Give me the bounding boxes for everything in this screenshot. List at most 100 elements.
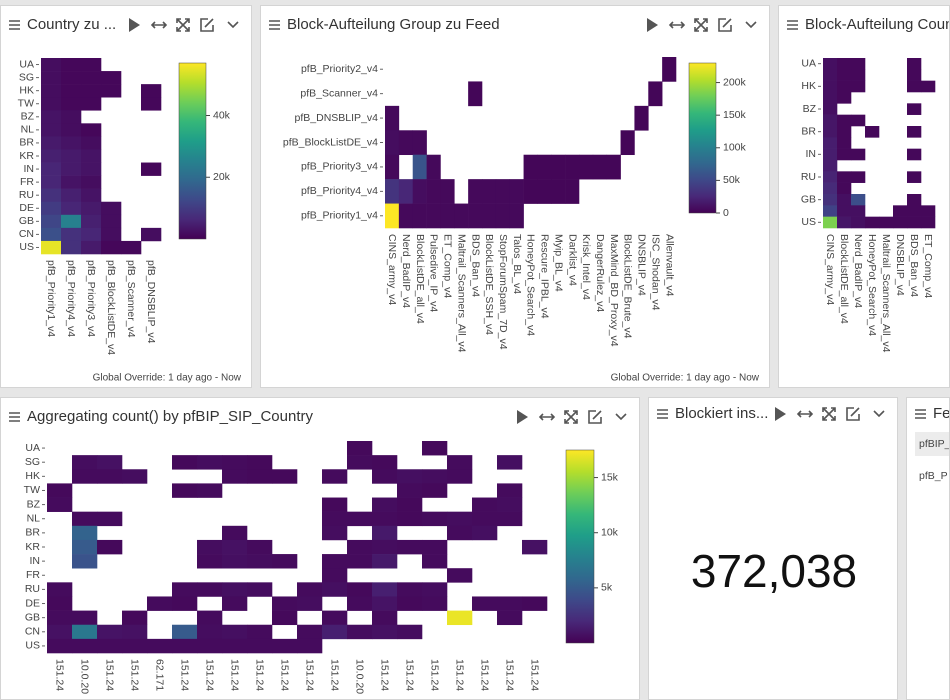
y-tick-label: RU xyxy=(801,171,816,183)
heatmap-cell xyxy=(122,469,148,484)
heatmap-cell xyxy=(47,624,73,640)
heatmap-cell xyxy=(662,57,677,82)
heatmap-cell xyxy=(385,179,400,204)
expand-button[interactable] xyxy=(822,407,836,421)
x-tick-label: HoneyPot_Search_v4 xyxy=(525,234,537,336)
heatmap-cell xyxy=(837,80,852,93)
y-tick-label: KR xyxy=(19,150,34,162)
heatmap-cell xyxy=(497,596,523,611)
chart-title: Aggregating count() by pfBIP_SIP_Country xyxy=(27,408,313,425)
heatmap-cell xyxy=(322,511,348,527)
colorbar-tick-label: 40k xyxy=(213,109,231,121)
heatmap-cell xyxy=(47,596,73,611)
heatmap-cell xyxy=(482,179,497,204)
menu-chevron[interactable] xyxy=(873,410,885,418)
heatmap-cell xyxy=(468,203,483,229)
play-button[interactable] xyxy=(647,18,658,32)
menu-chevron[interactable] xyxy=(615,413,627,421)
edit-button[interactable] xyxy=(846,407,860,421)
edit-button[interactable] xyxy=(200,18,214,32)
play-button[interactable] xyxy=(775,407,786,421)
heatmap-cell xyxy=(61,227,82,242)
x-tick-label: 151.24 xyxy=(379,659,391,691)
table-row[interactable]: pfB_P xyxy=(919,470,948,482)
heatmap-cell xyxy=(72,624,98,640)
colorbar-tick-label: 200k xyxy=(723,76,747,88)
heatmap-cell xyxy=(907,103,922,115)
colorbar-tick-label: 50k xyxy=(723,174,741,186)
heatmap-cell xyxy=(101,201,122,216)
y-tick-label: UA xyxy=(801,57,816,69)
expand-button[interactable] xyxy=(564,410,578,424)
heatmap-cell xyxy=(620,130,635,156)
resize-button[interactable] xyxy=(668,21,686,29)
x-tick-label: Allenvault_v4 xyxy=(663,234,675,297)
x-tick-label: HoneyPot_Search_v4 xyxy=(866,234,878,336)
edit-button[interactable] xyxy=(718,18,732,32)
x-tick-label: BlockListDE_SSH_v4 xyxy=(483,234,495,335)
heatmap-cell xyxy=(907,80,922,93)
heatmap-cell xyxy=(141,227,162,242)
heatmap-cell xyxy=(72,539,98,555)
heatmap-cell xyxy=(921,205,936,217)
expand-button[interactable] xyxy=(694,18,708,32)
y-tick-label: pfB_Priority4_v4 xyxy=(301,185,378,197)
heatmap-cell xyxy=(61,71,82,85)
heatmap-cell xyxy=(422,554,448,569)
x-tick-label: Talos_BL_v4 xyxy=(511,234,523,294)
heatmap-cell xyxy=(398,130,414,156)
heatmap-cell xyxy=(823,92,838,104)
chart-panel: Block-Aufteilung Coun UA HK BZ BR IN RU GB US CIN… xyxy=(778,5,950,388)
heatmap-cell xyxy=(72,525,98,541)
heatmap-cell xyxy=(61,84,82,98)
x-tick-label: 151.24 xyxy=(529,659,541,691)
x-tick-label: 151.24 xyxy=(104,659,116,691)
heatmap-cell xyxy=(41,214,62,229)
heatmap-cell xyxy=(851,171,866,183)
heatmap-cell xyxy=(907,69,922,81)
resize-button[interactable] xyxy=(538,413,556,421)
heatmap-cell xyxy=(837,182,852,195)
kpi-title: Blockiert ins... xyxy=(675,405,768,422)
y-tick-label: HK xyxy=(19,84,34,96)
drag-handle xyxy=(9,20,20,30)
heatmap-cell xyxy=(497,610,523,626)
heatmap-cell xyxy=(41,149,62,163)
play-button[interactable] xyxy=(517,410,528,424)
heatmap-cell xyxy=(247,554,273,569)
x-tick-label: 151.24 xyxy=(329,659,341,691)
heatmap-cell xyxy=(447,469,473,484)
colorbar-tick-label: 10k xyxy=(601,526,619,538)
heatmap-cell xyxy=(197,582,223,597)
heatmap-cell xyxy=(426,179,441,204)
y-tick-label: RU xyxy=(25,583,40,595)
resize-button[interactable] xyxy=(150,21,168,29)
heatmap-cell xyxy=(372,624,398,640)
expand-button[interactable] xyxy=(176,18,190,32)
heatmap-cell xyxy=(851,194,866,206)
heatmap-cell xyxy=(447,455,473,470)
heatmap-cell xyxy=(851,58,866,70)
y-tick-label: DE xyxy=(25,597,40,609)
heatmap-cell xyxy=(81,188,102,203)
heatmap-cell xyxy=(61,162,82,176)
x-tick-label: BDS_Ban_v4 xyxy=(469,234,481,297)
heatmap-cell xyxy=(347,624,373,640)
heatmap-cell xyxy=(823,216,838,229)
heatmap-cell xyxy=(47,610,73,626)
heatmap-cell xyxy=(907,58,922,70)
play-button[interactable] xyxy=(129,18,140,32)
heatmap-cell xyxy=(72,638,98,654)
y-tick-label: GB xyxy=(19,215,34,227)
x-tick-label: 151.24 xyxy=(254,659,266,691)
x-tick-label: BlockListDE_Brute_v4 xyxy=(622,234,634,339)
edit-button[interactable] xyxy=(588,410,602,424)
resize-button[interactable] xyxy=(796,410,814,418)
table-row[interactable]: pfBIP_ xyxy=(919,438,950,450)
heatmap-cell xyxy=(893,205,908,217)
menu-chevron[interactable] xyxy=(745,21,757,29)
menu-chevron[interactable] xyxy=(227,21,239,29)
heatmap-cell xyxy=(837,114,852,127)
colorbar xyxy=(688,62,717,214)
y-tick-label: IN xyxy=(806,148,817,160)
